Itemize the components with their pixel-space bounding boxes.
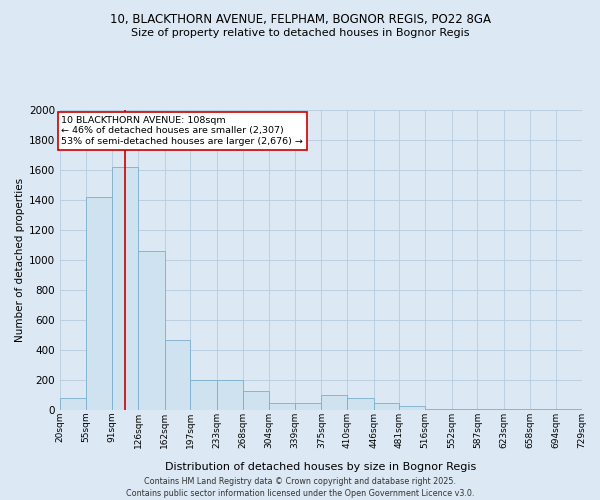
Bar [452, 408, 478, 410]
Bar [374, 402, 400, 410]
Bar [242, 390, 269, 410]
Bar [190, 380, 217, 410]
Bar [86, 197, 112, 410]
Text: Size of property relative to detached houses in Bognor Regis: Size of property relative to detached ho… [131, 28, 469, 38]
Bar [60, 398, 86, 410]
Text: 10 BLACKTHORN AVENUE: 108sqm
← 46% of detached houses are smaller (2,307)
53% of: 10 BLACKTHORN AVENUE: 108sqm ← 46% of de… [61, 116, 304, 146]
Bar [478, 409, 504, 410]
Bar [322, 395, 347, 410]
Y-axis label: Number of detached properties: Number of detached properties [15, 178, 25, 342]
Bar [164, 340, 190, 410]
Bar [425, 408, 452, 410]
Bar [269, 402, 295, 410]
Bar [112, 167, 138, 410]
Text: Distribution of detached houses by size in Bognor Regis: Distribution of detached houses by size … [166, 462, 476, 472]
Bar [295, 402, 322, 410]
Text: Contains HM Land Registry data © Crown copyright and database right 2025.
Contai: Contains HM Land Registry data © Crown c… [126, 476, 474, 498]
Text: 10, BLACKTHORN AVENUE, FELPHAM, BOGNOR REGIS, PO22 8GA: 10, BLACKTHORN AVENUE, FELPHAM, BOGNOR R… [110, 12, 491, 26]
Bar [138, 251, 164, 410]
Bar [217, 380, 242, 410]
Bar [556, 409, 582, 410]
Bar [400, 406, 425, 410]
Bar [347, 398, 374, 410]
Bar [504, 409, 530, 410]
Bar [530, 409, 556, 410]
